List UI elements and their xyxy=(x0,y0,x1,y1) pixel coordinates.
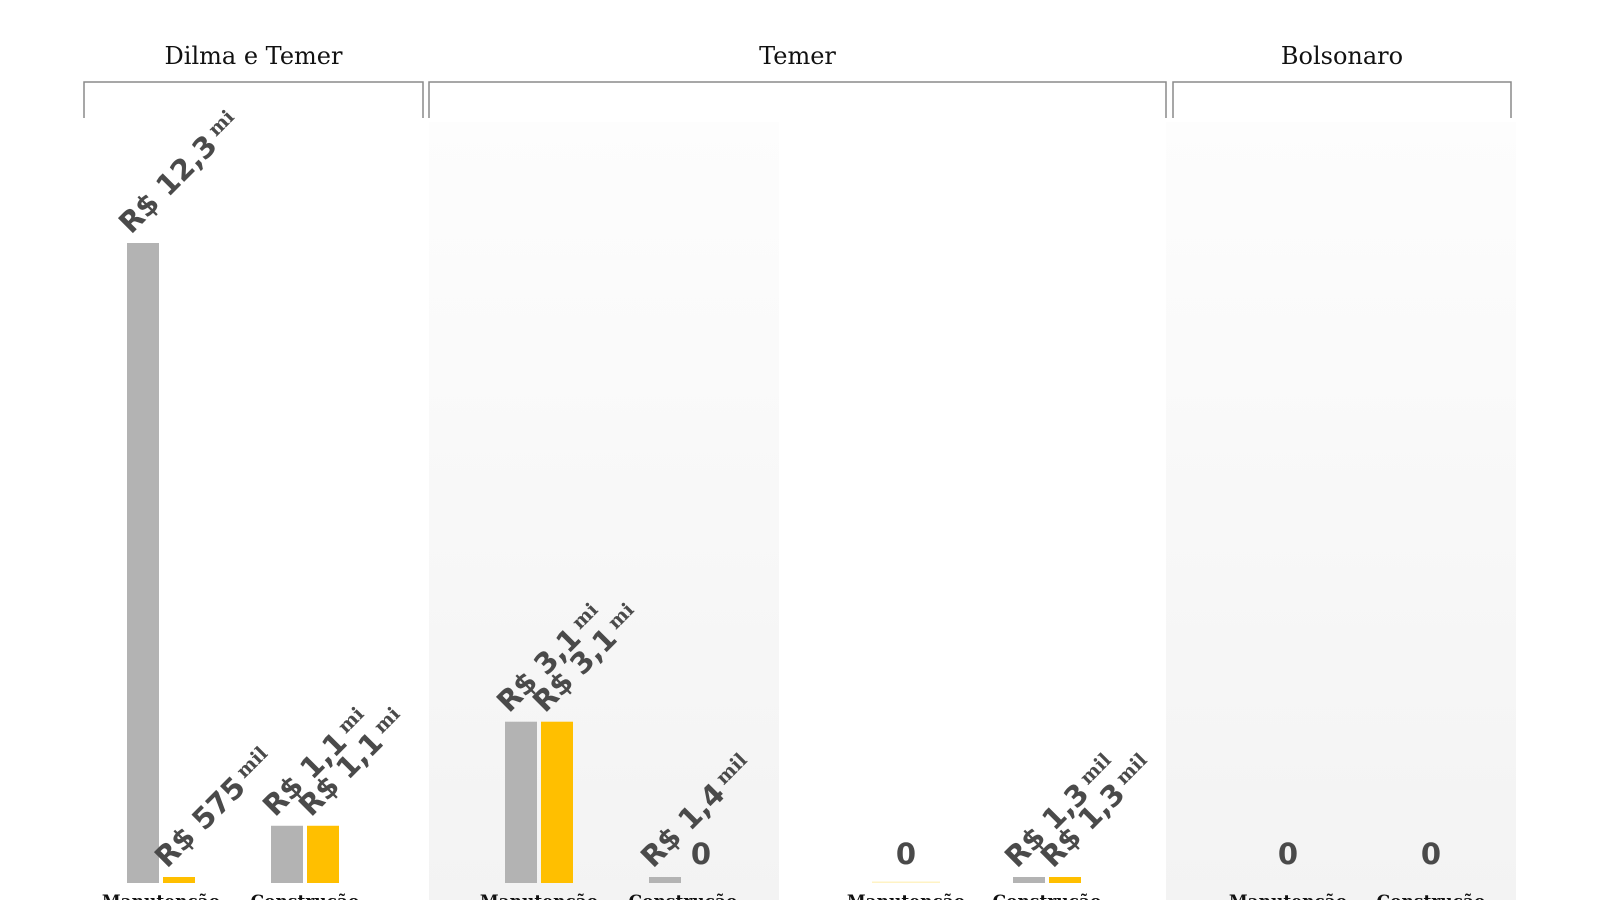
value-label-unit: mil xyxy=(1112,749,1152,789)
period-label: Bolsonaro xyxy=(1281,42,1403,70)
value-label-unit: mil xyxy=(232,743,272,783)
category-label: Manutenção xyxy=(480,892,598,900)
value-label: R$ 12,3mi xyxy=(112,105,247,240)
value-label-amount: R$ 575 xyxy=(148,770,252,874)
value-label: R$ 575mil xyxy=(148,742,280,874)
bar xyxy=(649,877,681,883)
empty-bar-baseline xyxy=(872,881,940,883)
value-label-unit: mi xyxy=(370,703,405,738)
bar xyxy=(541,721,573,883)
category-label: Manutenção xyxy=(102,892,220,900)
bar xyxy=(127,243,159,883)
bolsonaro-panel-background xyxy=(1166,122,1516,900)
category-label: Construção xyxy=(1377,892,1486,900)
bar xyxy=(1049,877,1081,883)
period-bracket xyxy=(428,81,1167,118)
category-label: Construção xyxy=(993,892,1102,900)
category-label: Manutenção xyxy=(1229,892,1347,900)
period-backgrounds xyxy=(429,122,1516,900)
period-bracket xyxy=(1172,81,1512,118)
bar-marks xyxy=(127,243,1081,883)
period-brackets xyxy=(83,81,1512,118)
category-label: Construção xyxy=(629,892,738,900)
bar xyxy=(271,825,303,883)
category-label: Manutenção xyxy=(847,892,965,900)
period-label: Dilma e Temer xyxy=(165,42,343,70)
category-label: Construção xyxy=(251,892,360,900)
value-label-unit: mi xyxy=(204,106,239,141)
zero-value-label: 0 xyxy=(896,837,916,871)
zero-value-label: 0 xyxy=(1421,837,1441,871)
period-label: Temer xyxy=(759,42,836,70)
value-label-amount: R$ 12,3 xyxy=(112,128,224,240)
temer-panel-background xyxy=(429,122,779,900)
zero-value-label: 0 xyxy=(1278,837,1298,871)
period-bracket xyxy=(83,81,424,118)
bar xyxy=(163,877,195,883)
bar xyxy=(1013,877,1045,883)
zero-value-label: 0 xyxy=(691,837,711,871)
bar xyxy=(307,825,339,883)
bar xyxy=(505,721,537,883)
